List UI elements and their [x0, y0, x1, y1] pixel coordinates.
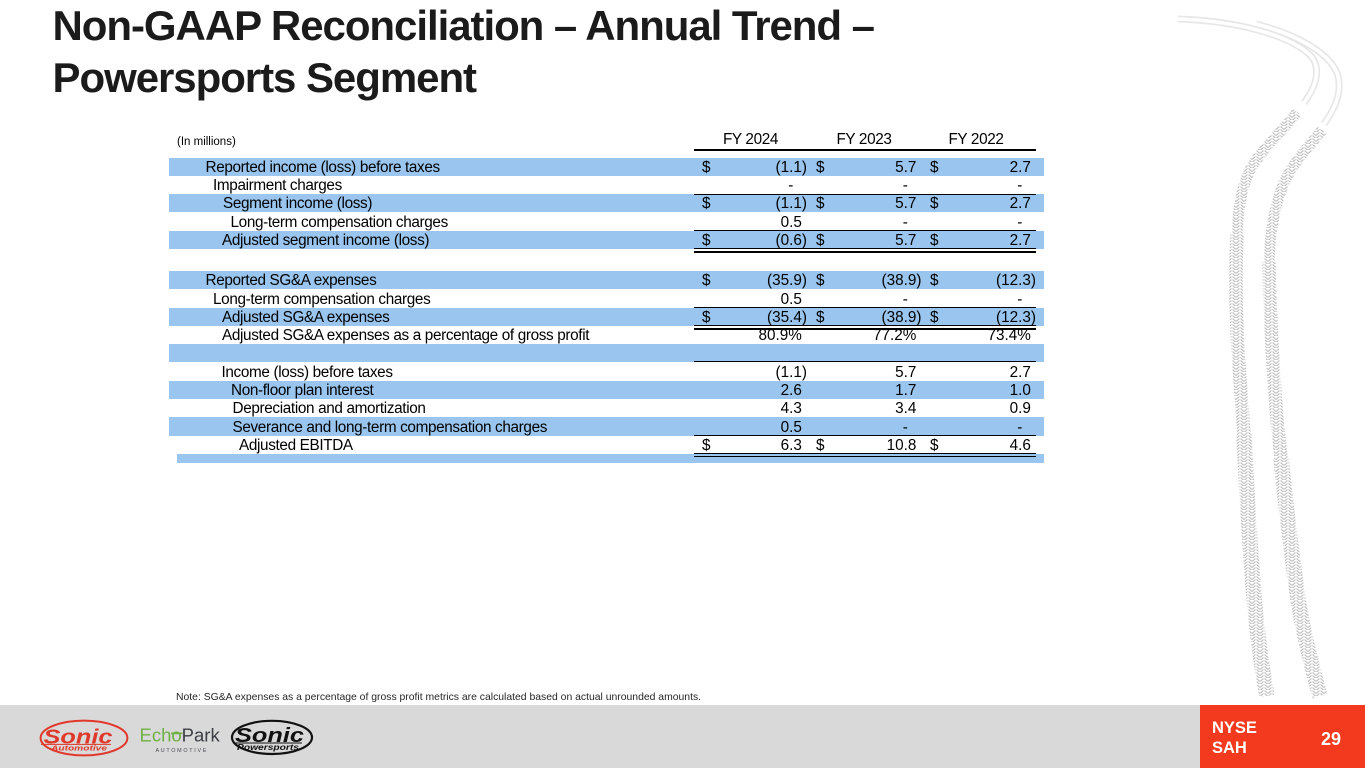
svg-text:Automotive: Automotive — [50, 743, 107, 752]
svg-text:AUTOMOTIVE: AUTOMOTIVE — [156, 748, 209, 754]
svg-text:Powersports: Powersports — [237, 743, 300, 752]
svg-text:Sonic: Sonic — [44, 725, 114, 748]
svg-text:Sonic: Sonic — [235, 725, 304, 747]
svg-text:EchoPark: EchoPark — [140, 725, 221, 746]
